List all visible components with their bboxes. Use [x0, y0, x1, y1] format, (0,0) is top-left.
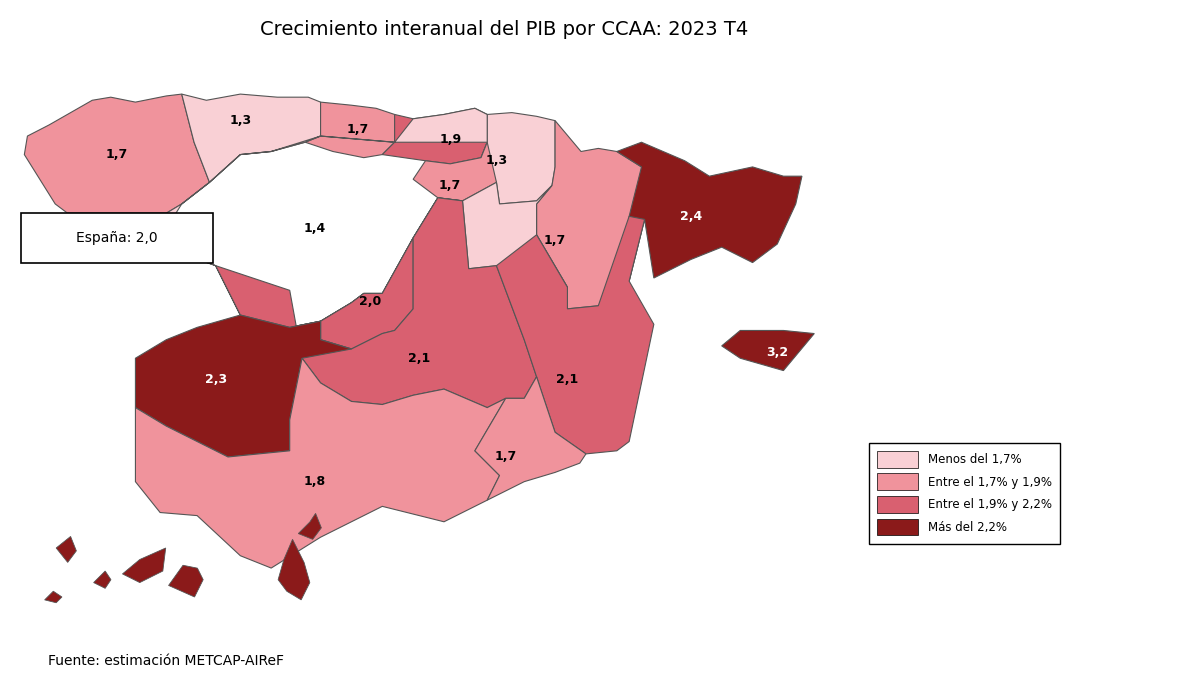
Polygon shape [24, 94, 210, 213]
Text: 1,7: 1,7 [494, 450, 517, 464]
Polygon shape [56, 537, 77, 562]
Text: 1,7: 1,7 [347, 124, 368, 136]
Legend: Menos del 1,7%, Entre el 1,7% y 1,9%, Entre el 1,9% y 2,2%, Más del 2,2%: Menos del 1,7%, Entre el 1,7% y 1,9%, En… [869, 443, 1060, 543]
Text: 1,4: 1,4 [304, 222, 325, 235]
Text: 1,9: 1,9 [439, 133, 461, 146]
Polygon shape [536, 121, 644, 309]
Polygon shape [94, 571, 110, 589]
Polygon shape [136, 315, 352, 457]
Polygon shape [67, 108, 568, 327]
Polygon shape [44, 591, 62, 603]
Polygon shape [475, 377, 586, 500]
Text: 2,1: 2,1 [557, 373, 578, 386]
Polygon shape [383, 108, 487, 164]
Polygon shape [413, 142, 497, 201]
Polygon shape [299, 514, 322, 539]
Text: 3,8: 3,8 [169, 544, 191, 558]
Polygon shape [122, 548, 166, 583]
Text: Crecimiento interanual del PIB por CCAA: 2023 T4: Crecimiento interanual del PIB por CCAA:… [260, 20, 748, 39]
Polygon shape [278, 539, 310, 600]
Polygon shape [320, 238, 413, 349]
Polygon shape [136, 358, 505, 568]
Text: 2,4: 2,4 [679, 210, 702, 223]
Text: 2,0: 2,0 [359, 295, 382, 308]
Polygon shape [481, 113, 556, 204]
FancyBboxPatch shape [22, 213, 212, 263]
Text: 1,8: 1,8 [304, 475, 325, 488]
Text: 1,3: 1,3 [485, 155, 508, 167]
Text: 1,7: 1,7 [439, 179, 461, 192]
Text: 1,7: 1,7 [106, 148, 128, 161]
Polygon shape [216, 198, 536, 408]
Polygon shape [168, 565, 203, 597]
Text: 2,3: 2,3 [204, 373, 227, 386]
Text: 2,1: 2,1 [408, 352, 431, 364]
Text: 3,2: 3,2 [766, 346, 788, 358]
Text: España: 2,0: España: 2,0 [76, 231, 157, 245]
Polygon shape [305, 102, 395, 158]
Text: 1,3: 1,3 [229, 114, 252, 127]
Polygon shape [497, 216, 654, 454]
Text: 1,7: 1,7 [544, 234, 566, 248]
Polygon shape [181, 94, 320, 182]
Polygon shape [721, 331, 815, 371]
Text: Fuente: estimación METCAP-AIReF: Fuente: estimación METCAP-AIReF [48, 654, 284, 668]
Polygon shape [617, 142, 802, 281]
